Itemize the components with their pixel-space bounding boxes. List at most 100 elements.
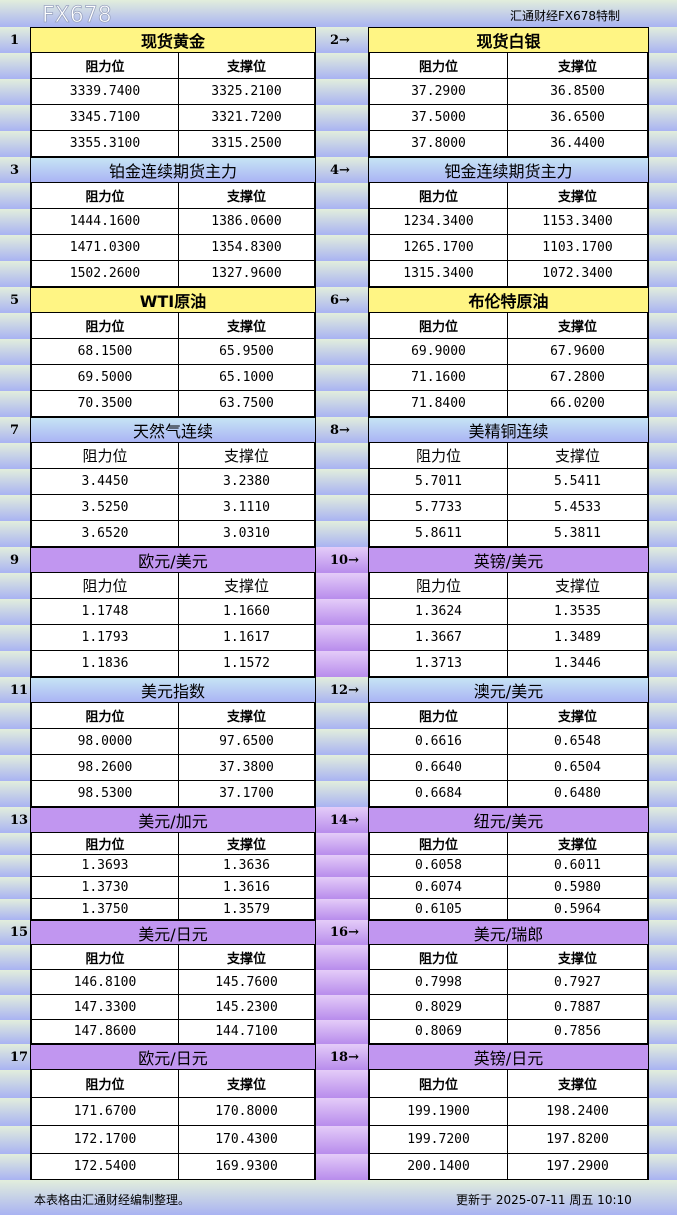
resistance-value: 171.6700 [30,1098,179,1126]
resistance-value: 3339.7400 [30,79,179,105]
support-value: 65.9500 [179,339,316,365]
middle-stripe [316,899,368,920]
resistance-value: 5.8611 [368,521,508,547]
middle-stripe [316,313,368,339]
support-header: 支撑位 [508,945,649,970]
resistance-value: 1.3693 [30,855,179,877]
row-stripe [649,1044,677,1070]
resistance-value: 172.5400 [30,1154,179,1180]
row-stripe [0,945,30,970]
section-number: 14→ [330,812,359,828]
section-title: 天然气连续 [30,417,316,443]
section-number: 1 [10,32,20,48]
row-stripe [0,235,30,261]
middle-stripe [316,677,368,703]
row-stripe [649,729,677,755]
support-value: 1.3446 [508,651,649,677]
row-stripe [649,521,677,547]
support-value: 37.3800 [179,755,316,781]
resistance-value: 1444.1600 [30,209,179,235]
section-title: 纽元/美元 [368,807,649,833]
middle-stripe [316,443,368,469]
support-value: 0.7887 [508,995,649,1020]
middle-stripe [316,469,368,495]
resistance-value: 200.1400 [368,1154,508,1180]
row-stripe [0,1098,30,1126]
resistance-value: 1.3750 [30,899,179,920]
section-title: 美精铜连续 [368,417,649,443]
resistance-value: 1.3730 [30,877,179,899]
support-value: 197.2900 [508,1154,649,1180]
support-value: 145.2300 [179,995,316,1020]
section-title: 英镑/日元 [368,1044,649,1070]
middle-stripe [316,365,368,391]
top-bar [0,0,677,27]
section-number: 15 [10,925,29,940]
resistance-value: 70.3500 [30,391,179,417]
support-value: 1.1617 [179,625,316,651]
support-value: 198.2400 [508,1098,649,1126]
middle-stripe [316,521,368,547]
resistance-value: 0.8029 [368,995,508,1020]
resistance-header: 阻力位 [368,313,508,339]
support-value: 1.1572 [179,651,316,677]
middle-stripe [316,495,368,521]
row-stripe [0,209,30,235]
row-stripe [649,651,677,677]
support-value: 170.8000 [179,1098,316,1126]
row-stripe [0,79,30,105]
row-stripe [0,131,30,157]
support-value: 170.4300 [179,1126,316,1154]
row-stripe [649,287,677,313]
middle-stripe [316,547,368,573]
middle-stripe [316,573,368,599]
resistance-header: 阻力位 [30,313,179,339]
support-header: 支撑位 [508,1070,649,1098]
resistance-value: 1.3624 [368,599,508,625]
section-title: 澳元/美元 [368,677,649,703]
support-header: 支撑位 [508,833,649,855]
support-header: 支撑位 [508,183,649,209]
resistance-header: 阻力位 [30,183,179,209]
row-stripe [0,877,30,899]
support-header: 支撑位 [508,53,649,79]
row-stripe [0,625,30,651]
support-header: 支撑位 [179,703,316,729]
row-stripe [0,313,30,339]
middle-stripe [316,807,368,833]
resistance-value: 98.2600 [30,755,179,781]
section-number: 13 [10,812,29,828]
resistance-value: 37.8000 [368,131,508,157]
middle-stripe [316,833,368,855]
resistance-header: 阻力位 [368,1070,508,1098]
row-stripe [0,339,30,365]
resistance-value: 1.3667 [368,625,508,651]
row-stripe [0,1044,30,1070]
row-stripe [649,365,677,391]
row-stripe [0,781,30,807]
middle-stripe [316,1126,368,1154]
resistance-value: 1234.3400 [368,209,508,235]
resistance-value: 69.9000 [368,339,508,365]
section-title: 美元/加元 [30,807,316,833]
middle-stripe [316,339,368,365]
row-stripe [649,313,677,339]
section-title: 现货黄金 [30,27,316,53]
middle-stripe [316,287,368,313]
row-stripe [649,1098,677,1126]
support-value: 3.1110 [179,495,316,521]
row-stripe [649,209,677,235]
row-stripe [0,27,30,53]
resistance-value: 147.3300 [30,995,179,1020]
row-stripe [0,443,30,469]
support-value: 0.6504 [508,755,649,781]
support-value: 0.5964 [508,899,649,920]
support-value: 37.1700 [179,781,316,807]
section-title: 布伦特原油 [368,287,649,313]
resistance-header: 阻力位 [368,443,508,469]
middle-stripe [316,1070,368,1098]
resistance-value: 0.6640 [368,755,508,781]
resistance-value: 1502.2600 [30,261,179,287]
section-title: 欧元/美元 [30,547,316,573]
section-title: 美元/瑞郎 [368,920,649,945]
